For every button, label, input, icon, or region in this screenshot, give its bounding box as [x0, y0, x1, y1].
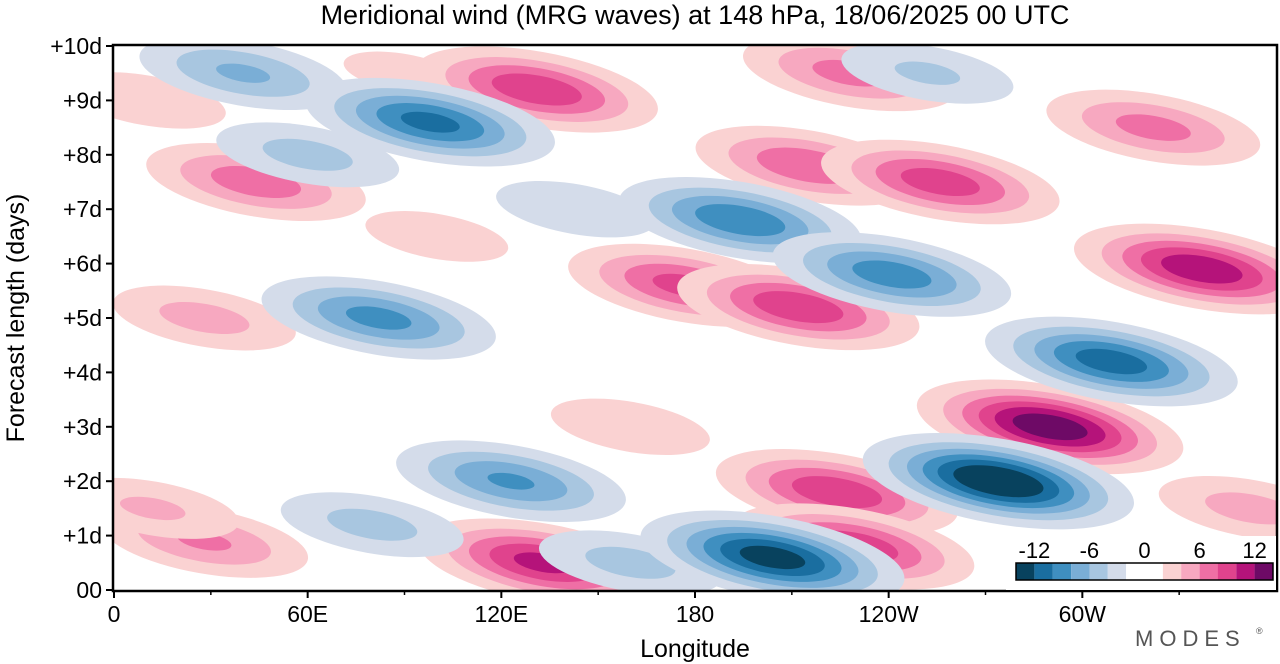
contour-band — [262, 138, 353, 171]
x-axis-title: Longitude — [640, 635, 750, 663]
wind-negative-region — [305, 77, 555, 167]
wind-positive-region — [821, 139, 1060, 225]
y-tick-label: +7d — [63, 196, 102, 222]
colorbar-swatch — [1052, 563, 1072, 580]
wind-negative-region — [139, 46, 347, 111]
colorbar-swatch — [1126, 563, 1163, 580]
contour-band — [327, 508, 418, 541]
contour-band — [791, 476, 883, 509]
y-tick-label: +3d — [63, 414, 102, 440]
contour-band — [487, 472, 535, 490]
x-axis: 0 60E 120E 180 120W 60W — [108, 590, 1180, 627]
contour-band — [1012, 413, 1088, 441]
wind-positive-region — [550, 398, 710, 456]
colorbar-swatch — [1254, 563, 1273, 580]
wind-positive-region — [114, 477, 239, 539]
colorbar-tick-label: 6 — [1193, 538, 1205, 563]
y-tick-label: +2d — [63, 468, 102, 494]
contour-band — [159, 302, 250, 334]
colorbar-swatch — [1181, 563, 1200, 580]
colorbar-outline — [1015, 562, 1274, 581]
colorbar-swatch — [1071, 563, 1090, 580]
contour-band — [1161, 254, 1243, 284]
y-tick-label: +5d — [63, 305, 102, 331]
y-tick-label: 00 — [76, 577, 102, 603]
y-axis: 00 +1d +2d +3d +4d +5d +6d +7d +8d +9d +10d — [50, 33, 114, 603]
x-tick-label: 60W — [1059, 601, 1107, 627]
wind-negative-region — [261, 276, 496, 360]
x-tick-label: 60E — [287, 601, 328, 627]
modes-brand: MODES — [1135, 626, 1246, 651]
y-tick-label: +4d — [63, 359, 102, 385]
wind-negative-region — [496, 180, 656, 238]
colorbar-swatch — [1016, 563, 1035, 580]
contour-band — [953, 465, 1044, 498]
colorbar-swatch — [1236, 563, 1255, 580]
colorbar-swatch — [1217, 563, 1237, 580]
x-tick-label: 180 — [676, 601, 714, 627]
contour-band — [894, 61, 961, 85]
colorbar-swatch — [1034, 563, 1053, 580]
modes-logo: MODES ® — [1135, 626, 1263, 651]
wind-positive-region — [1158, 475, 1276, 541]
contour-band — [216, 63, 271, 83]
wind-negative-region — [841, 46, 1014, 104]
x-tick-label: 0 — [108, 601, 121, 627]
y-axis-title: Forecast length (days) — [2, 194, 30, 443]
modes-registered-mark: ® — [1256, 626, 1263, 636]
colorbar-swatch — [1162, 563, 1182, 580]
contour-band — [1115, 114, 1191, 141]
contour-band — [1075, 348, 1148, 375]
y-tick-label: +9d — [63, 87, 102, 113]
colorbar-swatch — [1199, 563, 1218, 580]
contour-band — [365, 211, 509, 262]
x-tick-label: 120E — [474, 601, 528, 627]
contour-band — [345, 306, 412, 330]
contour-band — [900, 167, 980, 197]
contour-band — [496, 180, 656, 238]
contour-band — [119, 496, 186, 521]
colorbar-tick-label: 0 — [1138, 538, 1150, 563]
wind-negative-region — [280, 492, 464, 558]
colorbar: -12 -6 0 6 12 — [1015, 538, 1274, 581]
colorbar-tick-label: -6 — [1080, 538, 1100, 563]
wind-positive-region — [1073, 223, 1276, 315]
wind-negative-region — [396, 440, 626, 523]
colorbar-tick-label: -12 — [1019, 538, 1051, 563]
colorbar-tick-label: 12 — [1242, 538, 1266, 563]
wind-negative-region — [772, 232, 1012, 317]
y-tick-label: +6d — [63, 251, 102, 277]
contour-band — [753, 291, 844, 324]
contour-band — [739, 545, 806, 570]
contour-band — [550, 398, 710, 456]
colorbar-swatch — [1107, 563, 1127, 580]
y-tick-label: +1d — [63, 523, 102, 549]
wind-negative-region — [862, 433, 1135, 530]
contour-band — [1205, 492, 1276, 525]
wind-positive-region — [365, 211, 509, 262]
x-tick-label: 120W — [859, 601, 919, 627]
contour-band — [695, 204, 786, 237]
chart-title: Meridional wind (MRG waves) at 148 hPa, … — [321, 0, 1070, 30]
contour-band — [852, 260, 932, 289]
wind-negative-region — [640, 510, 905, 590]
contour-band — [491, 73, 582, 106]
wind-positive-region — [114, 285, 296, 351]
contour-band — [400, 111, 460, 133]
wind-positive-region — [1046, 89, 1261, 166]
wind-field — [114, 46, 1276, 590]
y-tick-label: +10d — [50, 33, 102, 59]
wind-negative-region — [985, 316, 1238, 407]
colorbar-swatch — [1089, 563, 1108, 580]
y-tick-label: +8d — [63, 142, 102, 168]
